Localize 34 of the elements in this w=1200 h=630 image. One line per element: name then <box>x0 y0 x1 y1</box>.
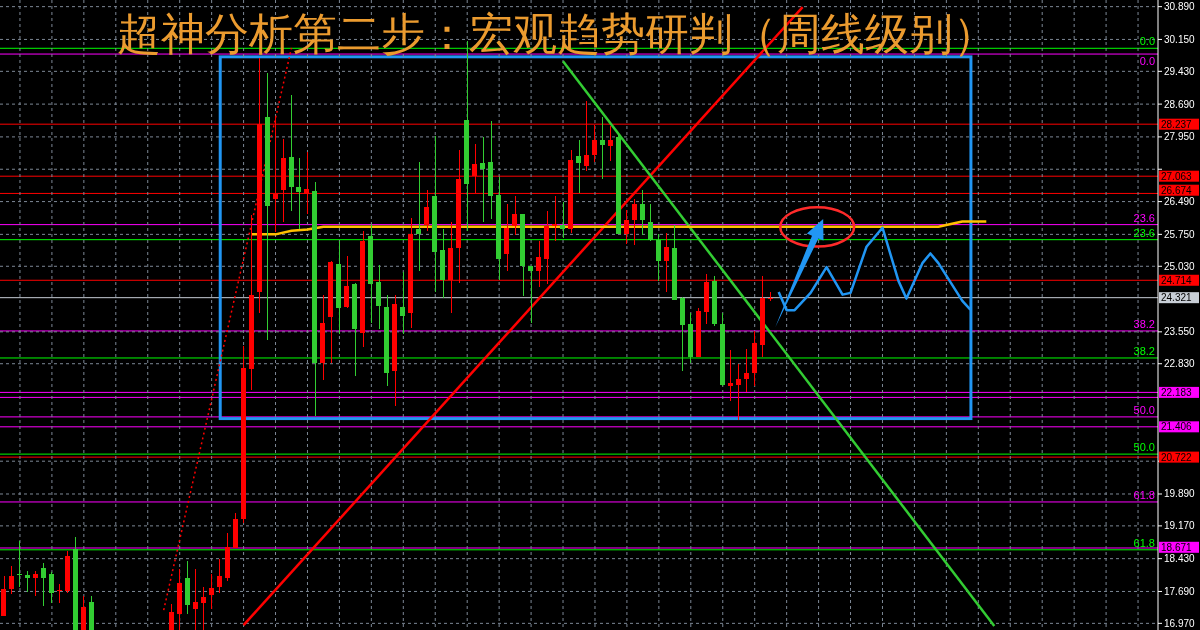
y-tick-label: 17.690 <box>1164 585 1196 597</box>
y-tick-label: 18.430 <box>1164 553 1196 565</box>
y-tick-label: 30.890 <box>1164 1 1196 13</box>
ref-line-label: 18.671 <box>1161 541 1193 553</box>
annotation: 0.0 <box>1139 35 1155 48</box>
y-tick-label: 30.150 <box>1164 33 1196 45</box>
ref-line-label: 24.321 <box>1161 292 1193 304</box>
y-tick-label: 19.170 <box>1164 520 1196 532</box>
y-tick-label: 25.030 <box>1164 260 1196 272</box>
ref-line-label: 28.237 <box>1161 118 1193 130</box>
ref-line-label: 24.714 <box>1161 274 1193 286</box>
annotation: 38.2 <box>1133 317 1155 330</box>
y-tick-label: 19.890 <box>1164 488 1196 500</box>
annotation: 50.0 <box>1133 441 1155 454</box>
annotation: 0.0 <box>1139 55 1155 68</box>
y-tick-label: 27.950 <box>1164 131 1196 143</box>
ref-line-label: 26.674 <box>1161 184 1193 196</box>
y-tick-label: 25.750 <box>1164 228 1196 240</box>
y-tick-label: 22.830 <box>1164 358 1196 370</box>
ref-line-label: 20.722 <box>1161 451 1193 463</box>
annotation: 50.0 <box>1133 403 1155 416</box>
y-tick-label: 16.970 <box>1164 617 1196 629</box>
y-tick-label: 26.490 <box>1164 196 1196 208</box>
annotation: 38.2 <box>1133 344 1155 357</box>
ref-line-label: 27.063 <box>1161 170 1193 182</box>
y-tick-label: 23.550 <box>1164 326 1196 338</box>
annotation: 61.8 <box>1133 488 1155 501</box>
ref-line-label: 21.406 <box>1161 421 1193 433</box>
annotation: 23.6 <box>1133 226 1155 239</box>
y-tick-label: 29.430 <box>1164 65 1196 77</box>
y-tick-label: 28.690 <box>1164 98 1196 110</box>
annotation: 61.8 <box>1133 536 1155 549</box>
annotation: 23.6 <box>1133 211 1155 224</box>
ref-line-label: 22.183 <box>1161 386 1193 398</box>
